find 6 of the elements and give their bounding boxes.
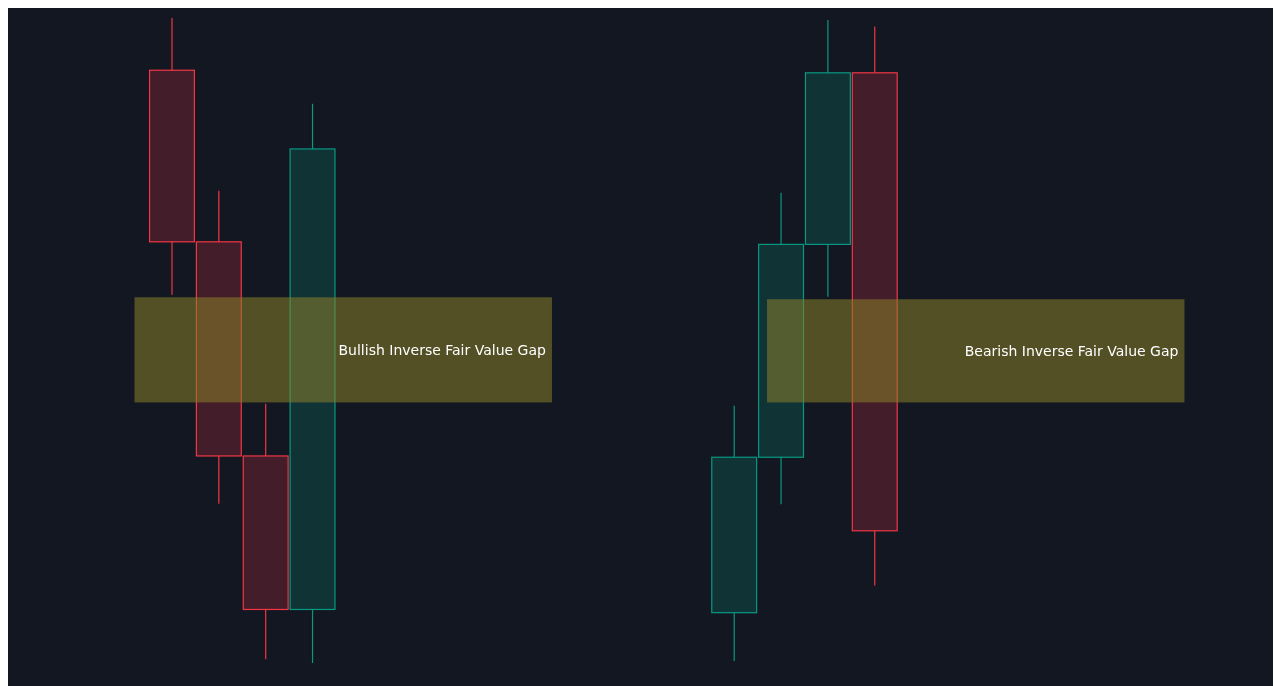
candlestick bbox=[148, 17, 196, 296]
band-label: Bearish Inverse Fair Value Gap bbox=[964, 342, 1179, 359]
candlestick bbox=[242, 403, 289, 660]
candlestick bbox=[804, 19, 851, 298]
candlestick bbox=[711, 405, 758, 662]
band-label: Bullish Inverse Fair Value Gap bbox=[338, 341, 547, 358]
